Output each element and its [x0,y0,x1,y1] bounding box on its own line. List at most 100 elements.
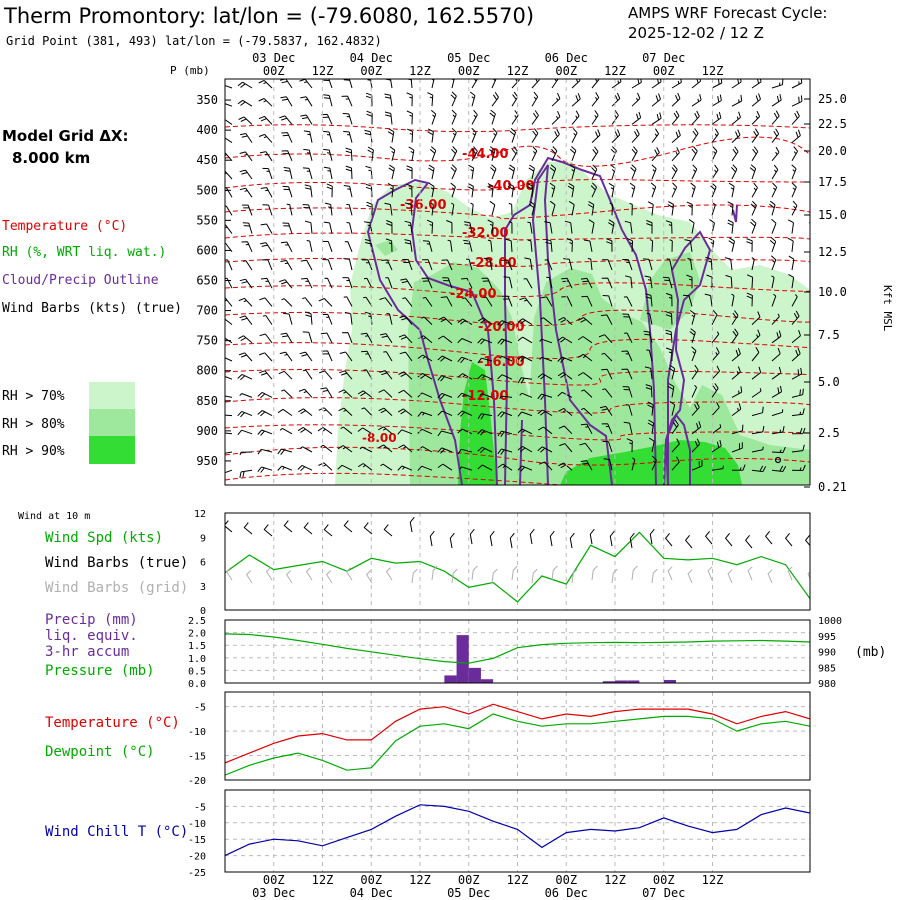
wind-barb [441,259,453,271]
wind-barb [771,313,780,325]
wind-barb [277,408,293,417]
wind-barb [669,400,676,416]
precip-bar [602,681,615,683]
wind-barb [598,334,613,344]
wind-barb [545,238,553,252]
wind-barb [457,356,473,364]
bottom-hour-label: 00Z [555,873,577,887]
wind-barb [447,239,453,252]
wind-barb [791,388,804,398]
wind-barb [326,183,333,198]
wind-barb [508,202,513,216]
wind-barb [297,464,313,472]
wind-barb [398,371,413,380]
wind-barb [239,187,253,198]
wind-barb [225,376,233,380]
wind-barb [281,389,293,398]
wind-barb [791,427,806,435]
wind-barb [751,366,762,380]
wind-barb [239,393,253,398]
wind-barb [238,297,253,307]
legend-temperature: Temperature (°C) [2,219,127,234]
wind-barb [812,465,825,471]
wind-barb [487,239,493,252]
model-grid-value: 8.000 km [12,149,90,167]
precip-bar [468,667,481,683]
wind-barb-true [489,530,495,547]
wind-barb [406,183,413,198]
wind-barb [417,392,433,398]
wind-barb [551,146,558,162]
wind-barb [691,459,703,471]
wind-barb-true [509,532,515,549]
wind-barb-grid [727,569,733,584]
legend-rh70-label: RH > 70% [2,389,65,404]
wind-barb [528,200,536,216]
wind-barb [499,355,513,362]
wind-barb [258,79,273,89]
wind-barb [437,335,453,344]
wind-barb [577,372,593,380]
kft-tick: 2.5 [818,426,840,440]
wind-barb [791,110,800,125]
wind-barb [812,392,823,397]
wind-barb [440,296,453,307]
wind-speed-label: Wind Spd (kts) [45,530,163,546]
wind-barb-true [569,532,575,549]
wind-barb [599,405,613,416]
wind-barb [791,200,798,216]
wind-barb-true [303,522,313,535]
bottom-hour-label: 12Z [507,873,529,887]
wind-barb [622,259,633,271]
wind-barb [451,127,457,143]
wind-barb [751,446,764,453]
precip-panel-y-tick: 0.5 [188,666,206,677]
legend-rh90-label: RH > 90% [2,444,65,459]
wind-barb [540,317,553,325]
wind-barb [342,277,353,289]
wind-barb [531,110,539,125]
wind-barb [281,150,293,161]
wind-barb [611,92,621,107]
wind-barb [282,222,293,234]
isotherm-label: -40.00 [488,179,535,194]
wind-barb [471,127,477,143]
temperature-line [225,703,810,764]
wind-barb [665,329,673,343]
wind-barb-grid [631,565,638,581]
pressure-tick: 950 [196,454,218,468]
wind-barb [651,147,660,162]
wind-barb [497,411,513,418]
wind-barb [569,164,576,180]
wind-barb [399,315,413,325]
wind-barb-true [343,520,353,533]
wind-barb [769,237,777,252]
wind-barb [225,205,233,216]
wind-barb [429,146,437,161]
wind-barb [359,446,373,453]
wind-barb [379,370,393,380]
pressure-y2-tick: 980 [818,679,836,690]
wind-barb [499,395,513,400]
wind-barb-grid [451,568,458,584]
wind-barb [280,96,293,107]
kft-tick: 10.0 [818,285,847,299]
wind-barb [711,202,716,216]
wind-barb [477,446,493,453]
wind-barb [466,258,473,271]
wind-barb-true [724,532,733,547]
wind-barb [686,201,693,216]
wind-barb [225,119,233,125]
pressure-y2-tick: 990 [818,648,836,659]
wind-barb [397,465,413,471]
wind-barb [497,338,513,345]
wind-barb [517,428,533,435]
wind-barb-true [649,528,655,545]
wind-barb [691,401,700,416]
wind-barb [610,146,617,162]
wind-barb [580,277,593,289]
wind-barb-true [664,532,673,547]
wind-barb [577,336,593,344]
wind-barb [237,410,253,418]
wind-barb [384,79,393,89]
